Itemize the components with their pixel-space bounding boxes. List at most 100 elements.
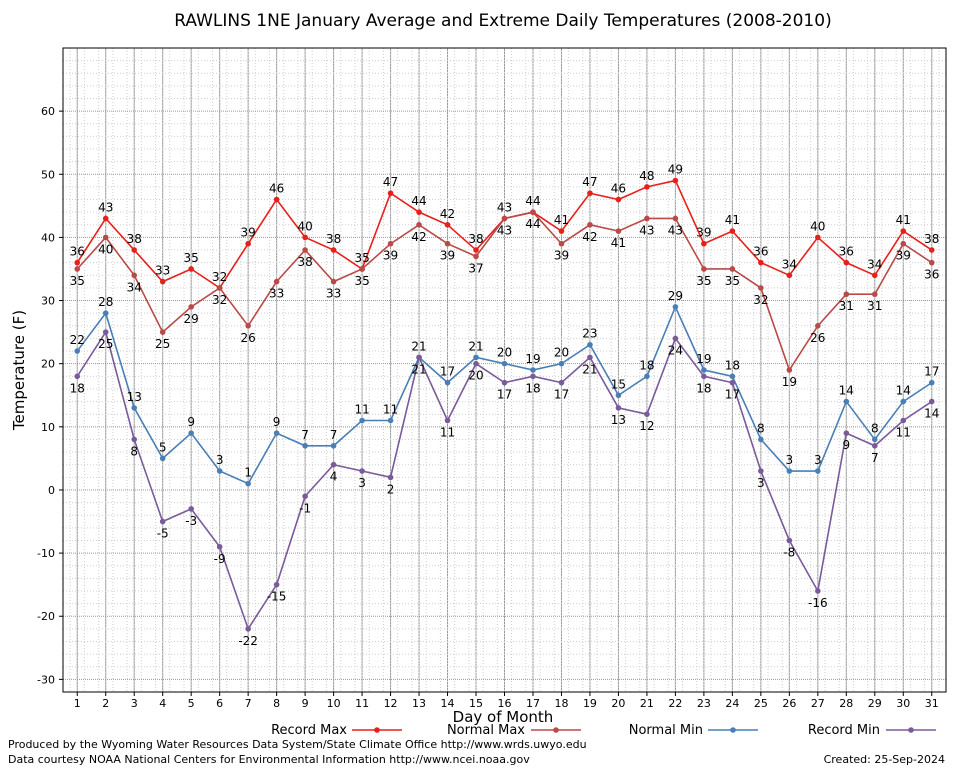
data-label: -15 [267, 590, 287, 604]
data-label: 7 [871, 451, 879, 465]
legend-swatch-marker [374, 727, 380, 733]
data-label: 42 [440, 207, 455, 221]
data-label: 39 [696, 226, 711, 240]
data-label: -3 [185, 514, 197, 528]
legend-swatch-marker [908, 727, 914, 733]
data-label: 17 [497, 388, 512, 402]
data-label: 41 [725, 213, 740, 227]
data-point [473, 247, 479, 253]
data-point [587, 190, 593, 197]
data-point [501, 360, 508, 367]
x-axis-ticks: 1 2 3 4 5 6 7 8 9 10 11 12 13 14 15 16 17 18 19 20 21 22 23 24 2… [74, 692, 939, 710]
data-label: 35 [725, 274, 740, 288]
data-label: 31 [867, 299, 882, 313]
data-label: 35 [354, 274, 369, 288]
data-point [729, 266, 736, 272]
data-label: 21 [411, 362, 426, 376]
data-label: 33 [269, 287, 284, 301]
data-label: 43 [639, 223, 654, 237]
data-label: 36 [753, 245, 768, 259]
data-point [359, 468, 365, 474]
data-point [928, 379, 935, 386]
data-point [900, 398, 907, 405]
x-tick-label: 6 [216, 697, 223, 710]
y-tick-label: 30 [41, 295, 55, 308]
data-point [530, 373, 536, 380]
data-label: 18 [70, 381, 85, 395]
x-tick-label: 3 [131, 697, 138, 710]
data-label: -9 [214, 552, 226, 566]
data-point [871, 436, 878, 443]
data-point [273, 278, 280, 285]
data-point [330, 442, 337, 449]
data-point [359, 417, 365, 424]
data-label: 35 [354, 251, 369, 265]
data-point [786, 537, 793, 544]
data-label: 36 [70, 245, 85, 259]
legend-label: Record Max [271, 723, 347, 738]
data-label: 35 [70, 274, 85, 288]
data-point [701, 240, 707, 247]
data-label: 43 [497, 200, 512, 214]
data-point [843, 291, 850, 298]
data-label: 38 [326, 232, 341, 246]
data-label: 2 [387, 482, 395, 496]
data-label: 42 [582, 230, 597, 244]
data-label: 13 [611, 413, 626, 427]
data-point [273, 581, 280, 588]
data-label: 17 [554, 388, 569, 402]
x-tick-label: 2 [102, 697, 109, 710]
x-tick-label: 23 [697, 697, 711, 710]
y-tick-label: -30 [37, 673, 55, 686]
x-tick-label: 25 [754, 697, 768, 710]
data-point [273, 430, 280, 436]
data-label: 31 [839, 299, 854, 313]
data-label: 7 [301, 428, 309, 442]
data-point [159, 518, 166, 525]
series-normal-max: 35 40 34 25 29 32 26 33 38 33 35 39 42 39 37 43 44 39 42 41… [70, 209, 939, 389]
y-tick-label: 60 [41, 105, 55, 118]
data-point [729, 379, 736, 386]
data-point [701, 373, 707, 380]
data-label: 13 [127, 390, 142, 404]
data-label: 3 [814, 453, 822, 467]
data-label: 42 [411, 230, 426, 244]
data-label: 44 [525, 194, 540, 208]
data-point [786, 272, 793, 279]
data-label: 46 [269, 182, 284, 196]
data-label: 43 [668, 223, 683, 237]
data-point [615, 196, 622, 203]
data-point [302, 247, 308, 253]
x-tick-label: 26 [782, 697, 796, 710]
data-label: 39 [241, 226, 256, 240]
data-label: 18 [639, 358, 654, 372]
data-point [928, 259, 935, 266]
data-point [558, 360, 565, 367]
data-point [815, 323, 821, 329]
data-point [615, 405, 622, 411]
data-point [416, 209, 422, 215]
data-point [473, 354, 479, 361]
data-label: 1 [244, 466, 252, 480]
data-point [558, 228, 565, 234]
x-tick-label: 28 [839, 697, 853, 710]
x-tick-label: 17 [526, 697, 540, 710]
data-point [871, 272, 878, 279]
data-point [216, 543, 223, 550]
data-label: 20 [554, 346, 569, 360]
data-label: 33 [155, 264, 170, 278]
data-point [102, 310, 109, 316]
data-label: 38 [468, 232, 483, 246]
x-tick-label: 13 [412, 697, 426, 710]
data-point [900, 417, 907, 424]
legend-label: Normal Min [629, 723, 703, 738]
data-point [615, 392, 622, 399]
y-tick-label: -20 [37, 610, 55, 623]
data-point [672, 304, 679, 310]
data-point [843, 398, 850, 405]
data-point [815, 468, 821, 474]
data-label: 43 [497, 223, 512, 237]
x-tick-label: 31 [925, 697, 939, 710]
data-point [159, 329, 166, 335]
data-point [216, 468, 223, 474]
